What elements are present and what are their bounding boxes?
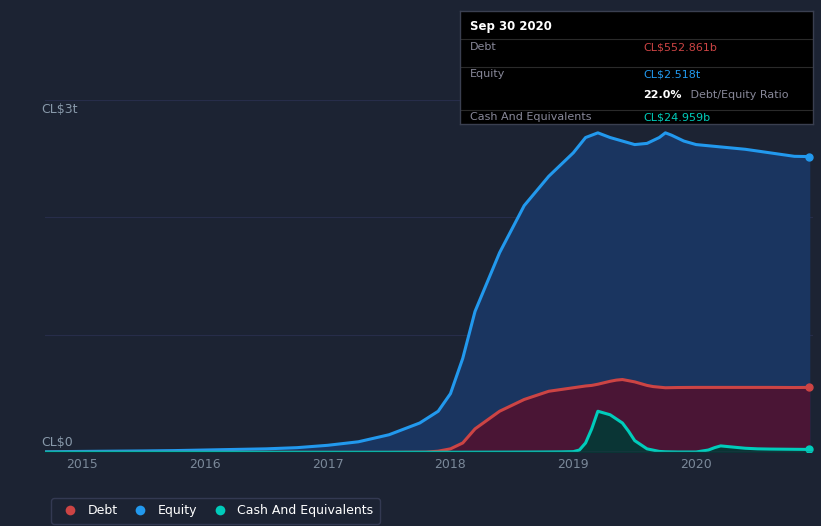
- Text: Cash And Equivalents: Cash And Equivalents: [470, 113, 592, 123]
- Text: 22.0%: 22.0%: [644, 89, 681, 100]
- Text: CL$3t: CL$3t: [41, 104, 78, 116]
- Legend: Debt, Equity, Cash And Equivalents: Debt, Equity, Cash And Equivalents: [52, 498, 379, 524]
- Text: CL$552.861b: CL$552.861b: [644, 42, 718, 52]
- Text: Equity: Equity: [470, 69, 506, 79]
- Text: CL$24.959b: CL$24.959b: [644, 113, 710, 123]
- Text: Debt/Equity Ratio: Debt/Equity Ratio: [687, 89, 789, 100]
- Text: CL$2.518t: CL$2.518t: [644, 69, 700, 79]
- Text: CL$0: CL$0: [41, 436, 73, 449]
- Text: Sep 30 2020: Sep 30 2020: [470, 19, 553, 33]
- Text: Debt: Debt: [470, 42, 497, 52]
